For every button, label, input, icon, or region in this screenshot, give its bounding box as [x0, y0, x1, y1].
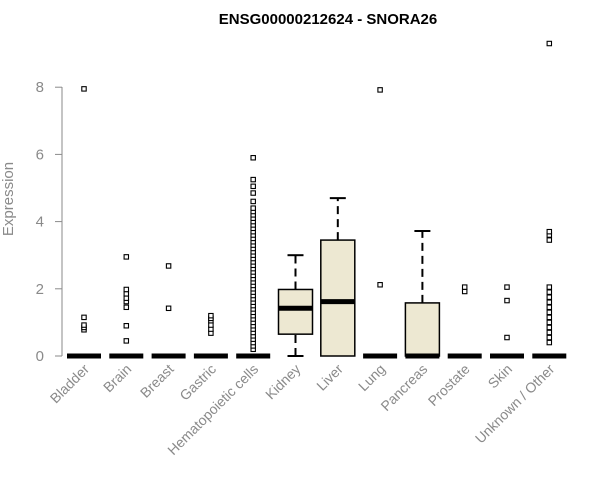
- outlier-point: [123, 304, 130, 311]
- outlier-point: [546, 324, 553, 331]
- y-tick-label: 0: [36, 348, 44, 365]
- outlier-point: [546, 228, 553, 235]
- outlier-point: [377, 282, 383, 288]
- outlier-point: [546, 294, 553, 300]
- outlier-point: [123, 295, 130, 301]
- outlier-point: [250, 205, 256, 211]
- outlier-point: [504, 334, 510, 341]
- x-tick-label: Prostate: [425, 361, 473, 409]
- outlier-point: [504, 284, 510, 290]
- box-body: [320, 239, 356, 357]
- outlier-point: [546, 309, 553, 316]
- box-body: [277, 288, 314, 335]
- outlier-point: [250, 155, 256, 161]
- box-brain: [109, 254, 144, 359]
- outlier-point: [123, 338, 130, 344]
- outlier-point: [250, 183, 256, 190]
- x-tick-label: Lung: [355, 361, 388, 394]
- outlier-point: [546, 289, 553, 295]
- box-bladder: [67, 86, 101, 359]
- chart-title: ENSG00000212624 - SNORA26: [219, 11, 437, 28]
- outlier-point: [461, 284, 468, 290]
- outlier-point: [546, 299, 553, 305]
- outlier-point: [123, 291, 130, 297]
- outlier-point: [123, 286, 130, 293]
- outlier-point: [165, 263, 172, 269]
- outlier-point: [208, 322, 214, 328]
- outlier-point: [123, 323, 130, 329]
- y-axis-label: Expression: [0, 162, 17, 236]
- outlier-point: [81, 86, 87, 92]
- outlier-point: [250, 176, 256, 183]
- x-tick-label: Pancreas: [377, 361, 430, 414]
- y-tick-label: 4: [36, 214, 44, 231]
- outlier-point: [504, 297, 510, 304]
- y-tick-label: 6: [36, 146, 44, 163]
- outlier-point: [81, 322, 87, 328]
- box-pancreas: [404, 230, 441, 359]
- y-tick-label: 2: [36, 281, 44, 298]
- x-tick-label: Bladder: [47, 361, 93, 407]
- box-breast: [151, 263, 186, 359]
- x-tick-label: Skin: [485, 361, 516, 392]
- box-gastric: [193, 312, 228, 359]
- outlier-point: [546, 237, 553, 243]
- outlier-point: [250, 190, 256, 196]
- x-tick-label: Brain: [100, 361, 134, 395]
- outlier-point: [546, 284, 553, 290]
- box-body: [404, 302, 441, 357]
- box-skin: [490, 284, 524, 359]
- box-hematopoietic-cells: [236, 155, 271, 359]
- outlier-point: [546, 339, 553, 346]
- outlier-point: [165, 305, 172, 312]
- x-tick-label: Breast: [137, 361, 177, 401]
- box-lung: [363, 87, 398, 359]
- outlier-point: [461, 288, 468, 295]
- box-prostate: [447, 284, 482, 359]
- outlier-point: [546, 334, 553, 341]
- x-tick-label: Liver: [313, 361, 346, 394]
- outlier-point: [208, 312, 214, 319]
- y-tick-label: 8: [36, 79, 44, 96]
- box-unknown-other: [532, 40, 567, 359]
- outlier-point: [546, 304, 553, 311]
- y-axis-ticks: 0 2 4 6 8: [36, 79, 62, 365]
- x-tick-label: Kidney: [262, 361, 304, 403]
- outlier-point: [546, 40, 553, 47]
- x-tick-label: Unknown / Other: [472, 361, 558, 447]
- box-liver: [320, 197, 356, 357]
- outlier-point: [250, 198, 256, 205]
- outlier-point: [123, 254, 130, 260]
- outlier-point: [546, 319, 553, 326]
- boxes-group: [67, 40, 567, 359]
- outlier-point: [81, 314, 87, 321]
- outlier-point: [377, 87, 383, 93]
- outlier-point: [546, 329, 553, 336]
- box-kidney: [277, 254, 314, 357]
- outlier-point: [546, 314, 553, 321]
